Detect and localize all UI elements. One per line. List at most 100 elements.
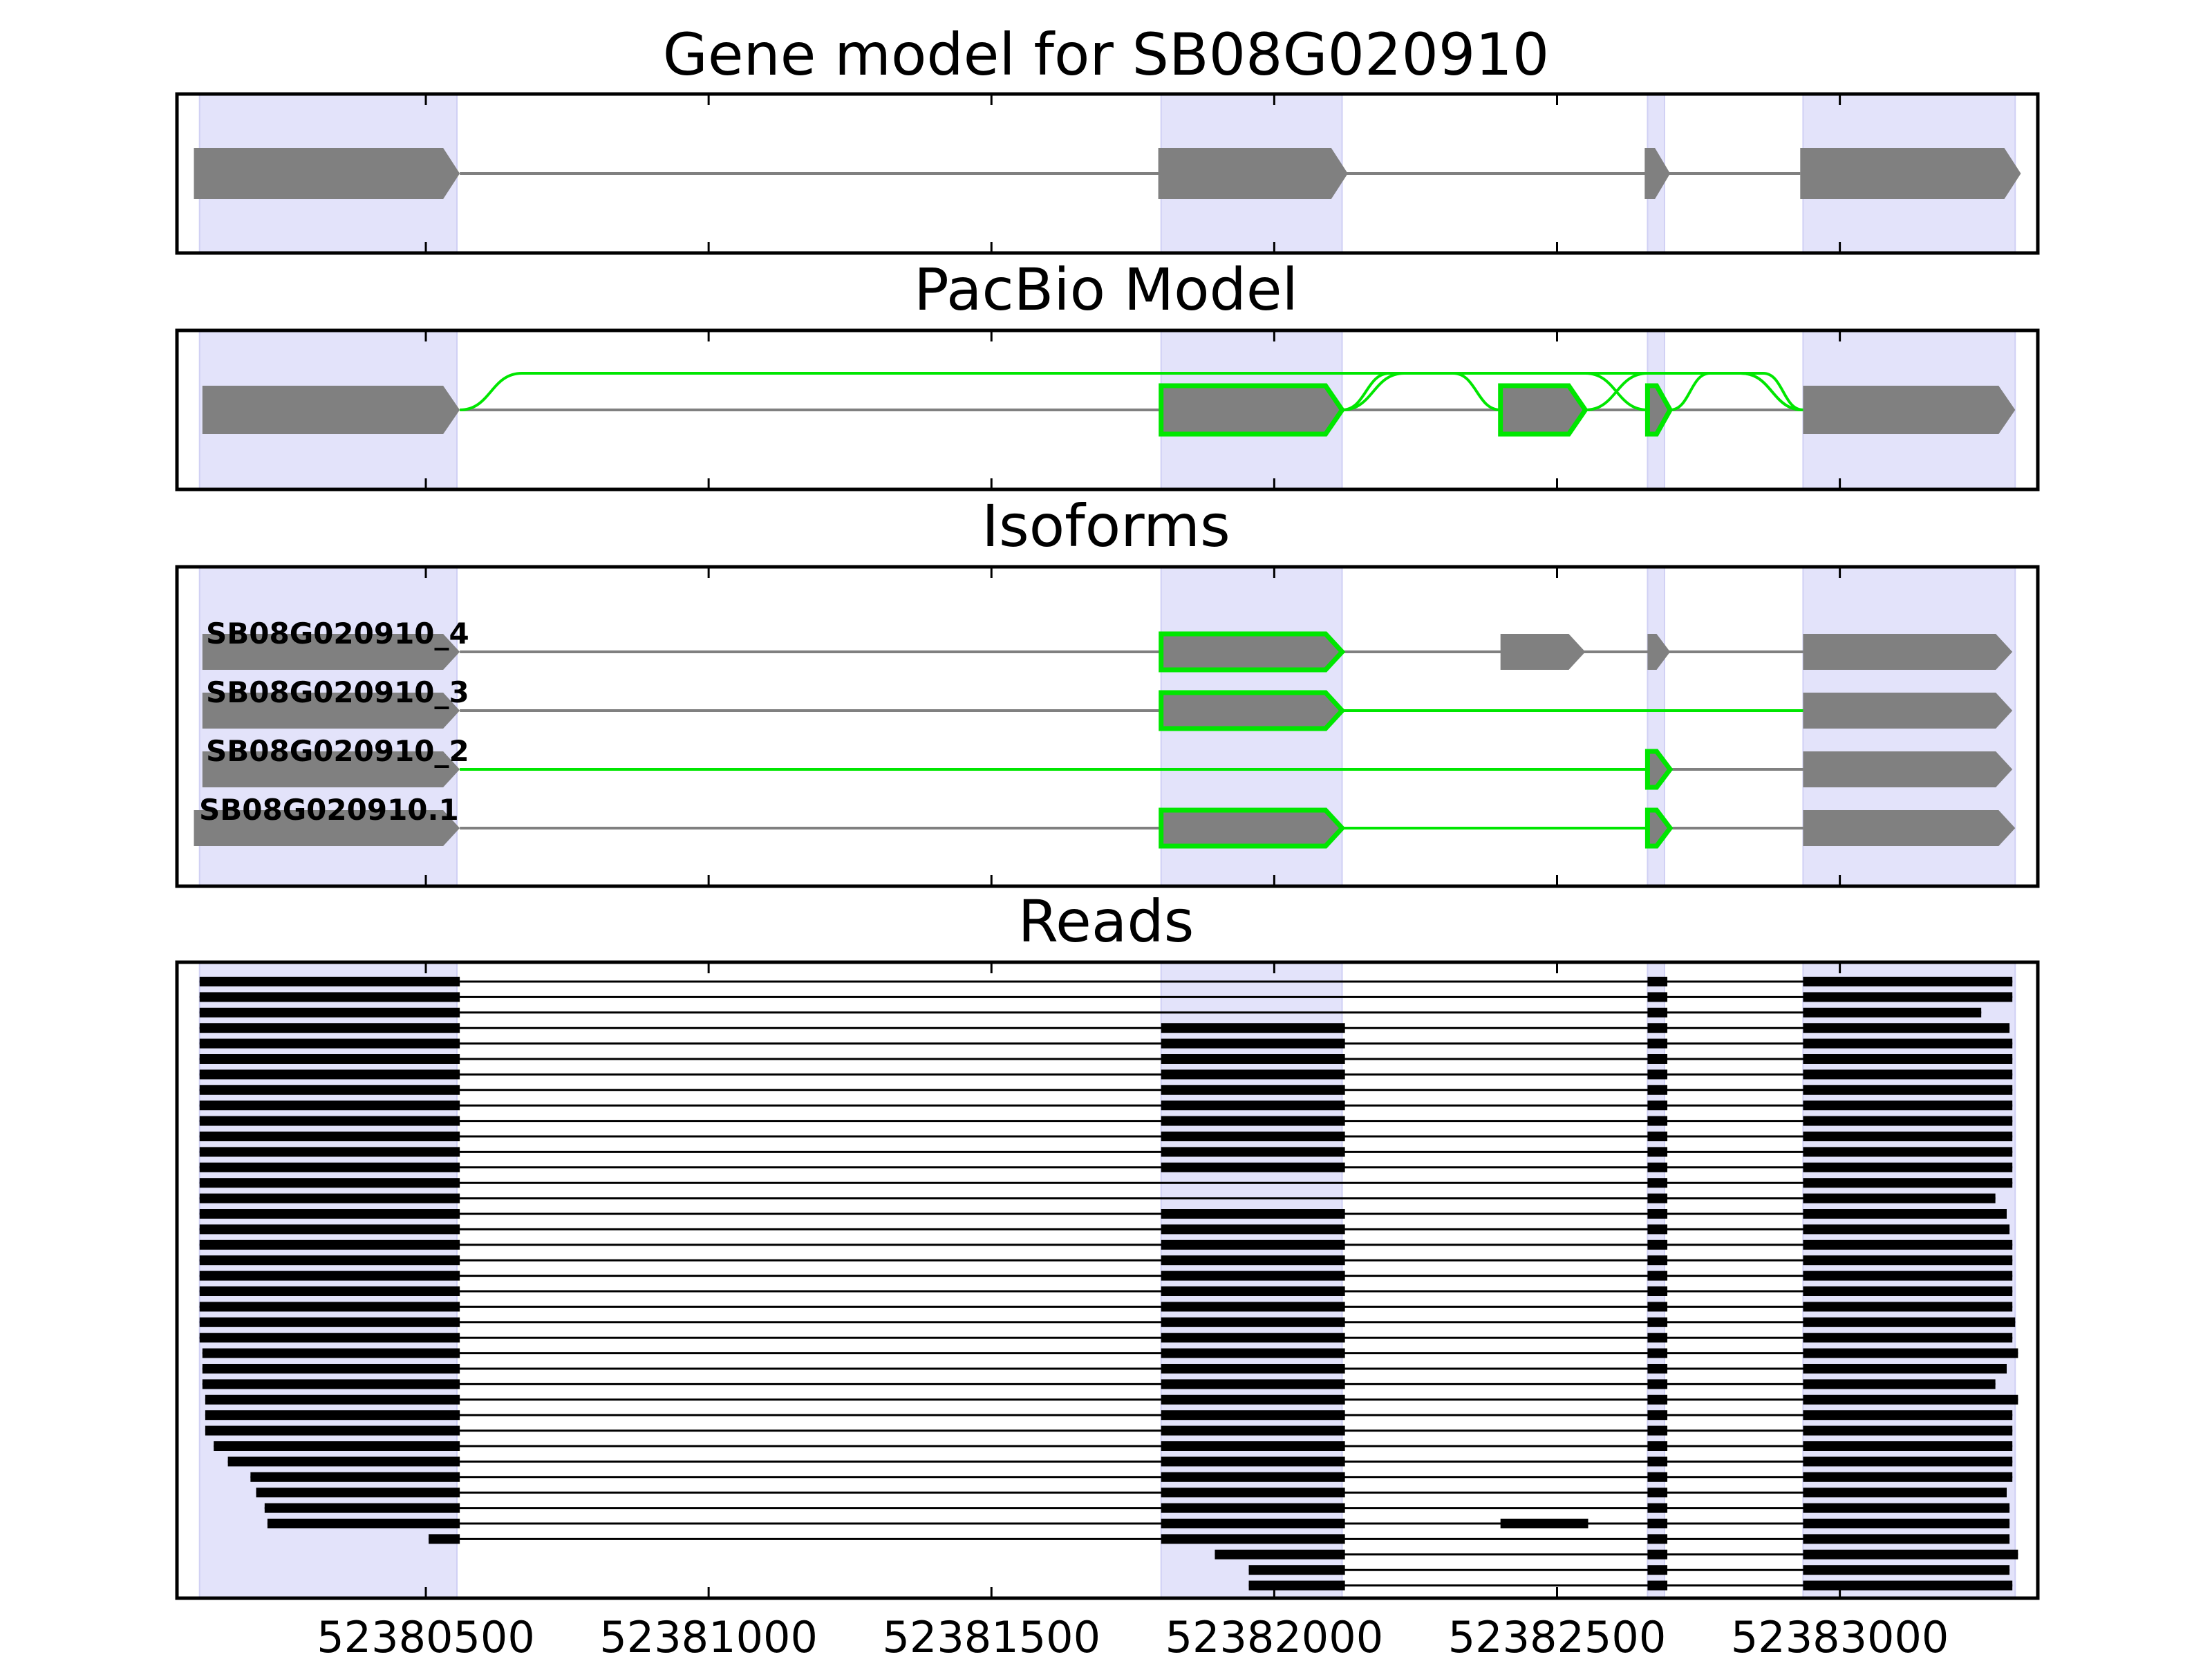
- read-block: [1161, 1519, 1345, 1528]
- isoform-exon: [202, 751, 460, 787]
- x-axis: 52380500 52381000 52381500 52382000 52382500…: [317, 1612, 1949, 1659]
- pacbio-exon: [1803, 386, 2016, 434]
- highlighted-junction-arc: [1585, 372, 1803, 411]
- isoform-exon: [1803, 751, 2013, 787]
- read-block: [199, 1333, 460, 1343]
- read-block: [1647, 1224, 1668, 1235]
- read-block: [199, 1100, 460, 1111]
- isoform-exon: [194, 810, 460, 846]
- read-block: [1647, 1317, 1668, 1327]
- read-block: [199, 1193, 460, 1203]
- read-block: [1161, 1379, 1345, 1389]
- pacbio-exon: [202, 386, 460, 434]
- read-block: [1803, 1425, 2013, 1436]
- read-block: [1803, 1132, 2013, 1141]
- read-block: [1803, 1364, 2007, 1374]
- read-block: [1803, 1503, 2010, 1513]
- read-block: [199, 1162, 460, 1172]
- gene-exon: [194, 148, 460, 199]
- read-block: [1161, 1239, 1345, 1250]
- read-block: [1803, 1085, 2013, 1095]
- read-block: [1248, 1565, 1345, 1575]
- isoform-exon: [1803, 810, 2016, 846]
- read-block: [205, 1394, 460, 1405]
- read-block: [1647, 1193, 1668, 1203]
- read-block: [1161, 1534, 1345, 1544]
- read-block: [1647, 1038, 1668, 1049]
- read-block: [1161, 1038, 1345, 1049]
- x-tick-label: 52381000: [599, 1612, 818, 1659]
- read-block: [256, 1488, 460, 1498]
- read-block: [1161, 1100, 1345, 1111]
- isoform-exon: [202, 693, 460, 729]
- isoform-exon: [1500, 634, 1586, 670]
- read-block: [1161, 1410, 1345, 1421]
- read-block: [1647, 1286, 1668, 1296]
- read-block: [1647, 1580, 1668, 1591]
- read-block: [1803, 1549, 2018, 1559]
- read-block: [199, 1038, 460, 1049]
- x-tick-label: 52380500: [317, 1612, 535, 1659]
- x-tick-label: 52383000: [1731, 1612, 1949, 1659]
- read-block: [1803, 1565, 2010, 1575]
- read-block: [199, 1286, 460, 1296]
- read-block: [1803, 1441, 2013, 1451]
- read-block: [1647, 977, 1668, 986]
- read-block: [1647, 1379, 1668, 1389]
- read-block: [1647, 1488, 1668, 1498]
- read-block: [1647, 1503, 1668, 1513]
- read-block: [199, 1132, 460, 1141]
- highlighted-junction-arc: [1669, 372, 1803, 411]
- read-block: [1161, 1286, 1345, 1296]
- read-block: [1647, 1549, 1668, 1559]
- isoform-exon: [1647, 634, 1671, 670]
- read-block: [1161, 1302, 1345, 1312]
- read-block: [199, 1209, 460, 1219]
- read-block: [1803, 1007, 1982, 1018]
- read-block: [264, 1503, 460, 1513]
- read-block: [199, 1239, 460, 1250]
- read-block: [1647, 1085, 1668, 1095]
- read-block: [199, 1224, 460, 1235]
- read-block: [1803, 1472, 2013, 1482]
- highlighted-exon: [1159, 383, 1345, 437]
- read-block: [1803, 1116, 2013, 1126]
- read-block: [1647, 1132, 1668, 1141]
- read-block: [1647, 1410, 1668, 1421]
- read-block: [1647, 1209, 1668, 1219]
- read-block: [1647, 1100, 1668, 1111]
- read-block: [202, 1364, 460, 1374]
- read-block: [1161, 1085, 1345, 1095]
- read-block: [1647, 1069, 1668, 1080]
- read-block: [1803, 1348, 2018, 1358]
- read-block: [1647, 1534, 1668, 1544]
- isoform-label: SB08G020910.1: [199, 793, 459, 827]
- isoform-exon: [1803, 693, 2013, 729]
- x-tick-label: 52382000: [1165, 1612, 1384, 1659]
- read-block: [199, 1085, 460, 1095]
- read-block: [1647, 1116, 1668, 1126]
- read-block: [199, 1023, 460, 1033]
- highlighted-exon: [1644, 807, 1674, 849]
- read-block: [1803, 1178, 2013, 1188]
- read-block: [250, 1472, 460, 1482]
- read-block: [1647, 1472, 1668, 1482]
- pacbio-model-panel-title: PacBio Model: [914, 256, 1298, 324]
- read-block: [1161, 1441, 1345, 1451]
- read-block: [1803, 1456, 2013, 1467]
- read-block: [1161, 1069, 1345, 1080]
- read-block: [199, 1007, 460, 1018]
- read-block: [1161, 1023, 1345, 1033]
- read-block: [1248, 1580, 1345, 1591]
- highlighted-exon: [1644, 749, 1674, 790]
- read-block: [199, 992, 460, 1002]
- read-block: [199, 1069, 460, 1080]
- read-block: [1161, 1147, 1345, 1157]
- read-block: [199, 1116, 460, 1126]
- read-block: [1803, 1394, 2018, 1405]
- gene-model-panel: Gene model for SB08G020910: [175, 21, 2040, 255]
- read-block: [1803, 1333, 2013, 1343]
- read-block: [1647, 1565, 1668, 1575]
- isoform-label: SB08G020910_3: [206, 675, 469, 709]
